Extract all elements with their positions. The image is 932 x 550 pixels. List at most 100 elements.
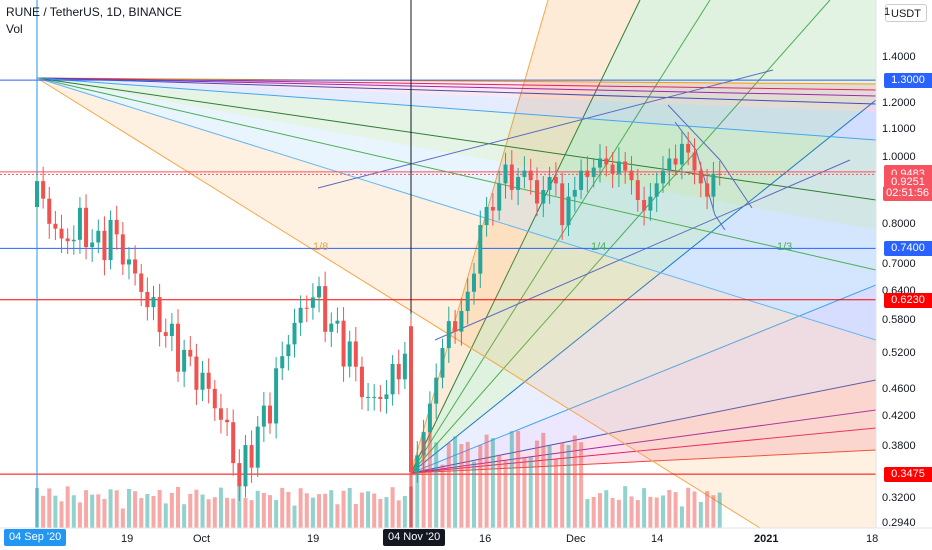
volume-bar bbox=[71, 495, 76, 528]
candle-body bbox=[427, 403, 432, 433]
volume-bar bbox=[341, 490, 346, 528]
volume-bar bbox=[212, 497, 217, 528]
volume-bar bbox=[151, 495, 156, 528]
volume-label: Vol bbox=[6, 22, 23, 36]
candle-body bbox=[274, 368, 279, 424]
volume-bar bbox=[261, 492, 266, 528]
volume-bar bbox=[686, 487, 691, 528]
time-tick-19-sep: 19 bbox=[121, 533, 134, 545]
gann-fan-1-line-3 bbox=[36, 77, 876, 105]
candle-body bbox=[225, 419, 230, 423]
volume-bar bbox=[717, 492, 722, 528]
candle-body bbox=[151, 297, 156, 308]
time-tick-dec: Dec bbox=[566, 533, 586, 545]
volume-bar bbox=[497, 454, 502, 528]
volume-bar bbox=[635, 500, 640, 528]
volume-bar bbox=[274, 500, 279, 528]
volume-bar bbox=[705, 491, 710, 528]
candle-body bbox=[96, 230, 101, 243]
volume-bar bbox=[446, 443, 451, 528]
time-tick-oct: Oct bbox=[193, 533, 211, 545]
candle-body bbox=[484, 206, 489, 226]
candle-body bbox=[535, 180, 539, 204]
price-tag-0: 1.3000 bbox=[884, 73, 932, 89]
candle-body bbox=[71, 239, 76, 242]
candle-body bbox=[384, 394, 389, 400]
volume-bar bbox=[53, 495, 58, 528]
volume-bar bbox=[453, 436, 458, 528]
volume-bar bbox=[427, 431, 432, 528]
candle-body bbox=[610, 164, 615, 174]
triangle-lower bbox=[674, 121, 726, 231]
candle-body bbox=[114, 219, 119, 235]
candle-body bbox=[516, 176, 521, 190]
fan-label-1-4: 1/4 bbox=[591, 241, 607, 253]
time-tick-16-nov: 16 bbox=[479, 533, 492, 545]
volume-bar bbox=[598, 493, 602, 528]
volume-bar bbox=[359, 492, 364, 528]
candle-body bbox=[396, 364, 401, 380]
candle-body bbox=[286, 344, 291, 357]
candle-body bbox=[717, 173, 722, 175]
candle-body bbox=[642, 200, 647, 211]
volume-bar bbox=[169, 492, 174, 528]
volume-bar bbox=[610, 497, 615, 528]
gann-fan-1-line-8 bbox=[36, 77, 761, 528]
candle-body bbox=[347, 341, 352, 367]
volume-bar bbox=[547, 445, 552, 528]
volume-bar bbox=[478, 445, 483, 528]
candle-body bbox=[206, 372, 211, 389]
volume-bar bbox=[472, 461, 476, 528]
candle-body bbox=[372, 396, 377, 398]
volume-bar bbox=[298, 488, 303, 528]
price-tick-9: 0.4600 bbox=[882, 383, 916, 396]
gann-fan-1-line-5 bbox=[36, 77, 876, 201]
volume-bar bbox=[194, 489, 199, 528]
volume-bar bbox=[231, 498, 236, 528]
volume-bar bbox=[286, 491, 291, 528]
volume-bar bbox=[372, 493, 377, 528]
currency-button[interactable]: USDT bbox=[885, 4, 927, 22]
candle-body bbox=[255, 426, 260, 468]
volume-bar bbox=[90, 494, 95, 528]
volume-bar bbox=[390, 487, 395, 528]
price-tick-8: 0.5200 bbox=[882, 346, 916, 359]
volume-bar bbox=[310, 497, 315, 528]
candle-body bbox=[41, 181, 46, 199]
volume-bar bbox=[528, 457, 533, 528]
volume-bar bbox=[176, 486, 181, 528]
volume-bar bbox=[200, 494, 205, 528]
volume-bar bbox=[304, 493, 309, 528]
candle-body bbox=[585, 170, 590, 177]
candle-body bbox=[188, 349, 193, 357]
gann-fan-2-line-1 bbox=[410, 0, 641, 474]
candle-body bbox=[661, 170, 665, 184]
volume-bar bbox=[35, 488, 39, 528]
volume-bar bbox=[402, 495, 407, 528]
volume-bar bbox=[108, 489, 113, 528]
price-tick-12: 0.3200 bbox=[882, 491, 916, 504]
volume-bar bbox=[566, 445, 571, 528]
price-tag-6: 0.6230 bbox=[884, 292, 932, 308]
trend-channel-lower bbox=[434, 159, 851, 341]
candle-body bbox=[84, 207, 89, 248]
volume-bar bbox=[421, 439, 426, 528]
candle-body bbox=[553, 176, 558, 184]
price-tick-10: 0.4200 bbox=[882, 410, 916, 423]
time-tick-18-jan: 18 bbox=[866, 533, 879, 545]
candle-body bbox=[292, 322, 297, 345]
volume-bar bbox=[434, 442, 439, 528]
price-tick-3: 1.0000 bbox=[882, 151, 916, 164]
volume-bar bbox=[522, 457, 527, 528]
candle-body bbox=[194, 356, 199, 390]
volume-bar bbox=[163, 503, 168, 528]
price-axis-partial-top: 1 bbox=[884, 6, 891, 18]
candle-body bbox=[692, 152, 697, 171]
candle-body bbox=[280, 356, 285, 369]
candle-body bbox=[446, 321, 451, 349]
candle-body bbox=[329, 323, 334, 332]
volume-bar bbox=[206, 499, 211, 528]
volume-bar bbox=[629, 496, 634, 528]
